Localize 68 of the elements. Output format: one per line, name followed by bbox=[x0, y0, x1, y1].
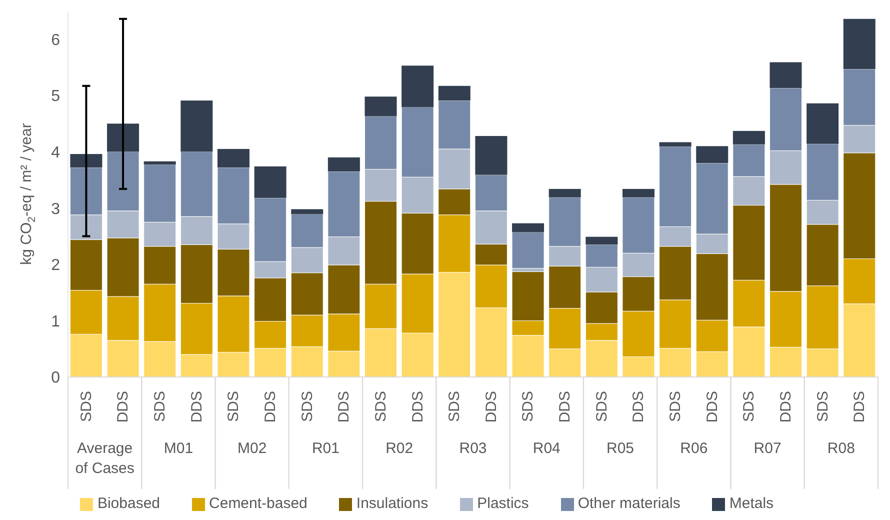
text: R08 bbox=[827, 440, 855, 457]
text: R01 bbox=[312, 440, 340, 457]
x-tick-label: SDS bbox=[298, 391, 316, 422]
y-tick-label: 5 bbox=[51, 88, 60, 106]
y-tick-label: 0 bbox=[51, 370, 60, 387]
text: R05 bbox=[606, 440, 634, 457]
text: R06 bbox=[680, 440, 708, 457]
text: R02 bbox=[386, 440, 414, 457]
bar bbox=[659, 142, 692, 147]
x-tick-label: SDS bbox=[152, 391, 169, 422]
x-tick-label: DDS bbox=[262, 391, 279, 423]
y-tick-label: 4 bbox=[51, 144, 60, 162]
bar bbox=[548, 188, 581, 198]
x-tick-label: DDS bbox=[704, 391, 721, 423]
y-tick-label: 1 bbox=[51, 313, 60, 330]
bar bbox=[217, 148, 250, 168]
x-tick-label: SDS bbox=[372, 391, 390, 422]
x-tick-label: DDS bbox=[556, 391, 574, 423]
bar bbox=[475, 136, 508, 175]
y-tick-label: 2 bbox=[51, 257, 60, 274]
x-tick-label: DDS bbox=[777, 391, 794, 423]
bar bbox=[180, 100, 213, 152]
bar bbox=[438, 86, 470, 101]
x-tick-label: SDS bbox=[814, 391, 832, 422]
legend-label: Insulations bbox=[356, 495, 428, 512]
text: R03 bbox=[459, 440, 487, 457]
bar bbox=[291, 209, 324, 214]
text: M01 bbox=[164, 440, 194, 457]
bar bbox=[512, 223, 544, 232]
text: R04 bbox=[532, 440, 560, 457]
bar bbox=[770, 62, 802, 88]
bar bbox=[70, 154, 102, 168]
x-tick-label: SDS bbox=[593, 391, 610, 422]
x-tick-label: DDS bbox=[630, 391, 648, 423]
legend-label: Cement-based bbox=[209, 495, 308, 512]
bar bbox=[328, 157, 360, 172]
bar bbox=[586, 236, 618, 245]
bar bbox=[254, 166, 286, 198]
bar bbox=[402, 66, 434, 108]
x-tick-label: SDS bbox=[520, 391, 537, 422]
y-tick-label: 6 bbox=[51, 32, 60, 49]
text: Average of Cases bbox=[75, 440, 134, 477]
bar bbox=[107, 124, 140, 152]
x-tick-label: SDS bbox=[225, 391, 242, 422]
x-tick-label: SDS bbox=[667, 391, 684, 422]
x-tick-label: DDS bbox=[114, 391, 132, 423]
x-tick-label: DDS bbox=[336, 391, 353, 423]
x-tick-label: DDS bbox=[188, 391, 206, 423]
bar bbox=[843, 18, 876, 69]
text: M02 bbox=[237, 440, 267, 457]
bar bbox=[364, 96, 397, 116]
text: R07 bbox=[754, 440, 782, 457]
bar bbox=[696, 146, 728, 164]
x-tick-label: DDS bbox=[851, 391, 868, 423]
bar bbox=[732, 130, 765, 144]
legend-label: Biobased bbox=[97, 495, 160, 512]
y-tick-label: 3 bbox=[51, 200, 60, 218]
legend-label: Plastics bbox=[477, 495, 529, 512]
legend-label: Other materials bbox=[578, 495, 680, 512]
x-tick-label: SDS bbox=[446, 391, 464, 422]
bar bbox=[622, 188, 654, 198]
x-tick-label: SDS bbox=[740, 391, 758, 422]
legend-label: Metals bbox=[729, 495, 774, 512]
x-tick-label: DDS bbox=[409, 391, 426, 423]
bar bbox=[806, 103, 839, 144]
x-tick-label: DDS bbox=[482, 391, 500, 423]
x-tick-label: SDS bbox=[78, 391, 95, 422]
bar bbox=[512, 232, 544, 269]
